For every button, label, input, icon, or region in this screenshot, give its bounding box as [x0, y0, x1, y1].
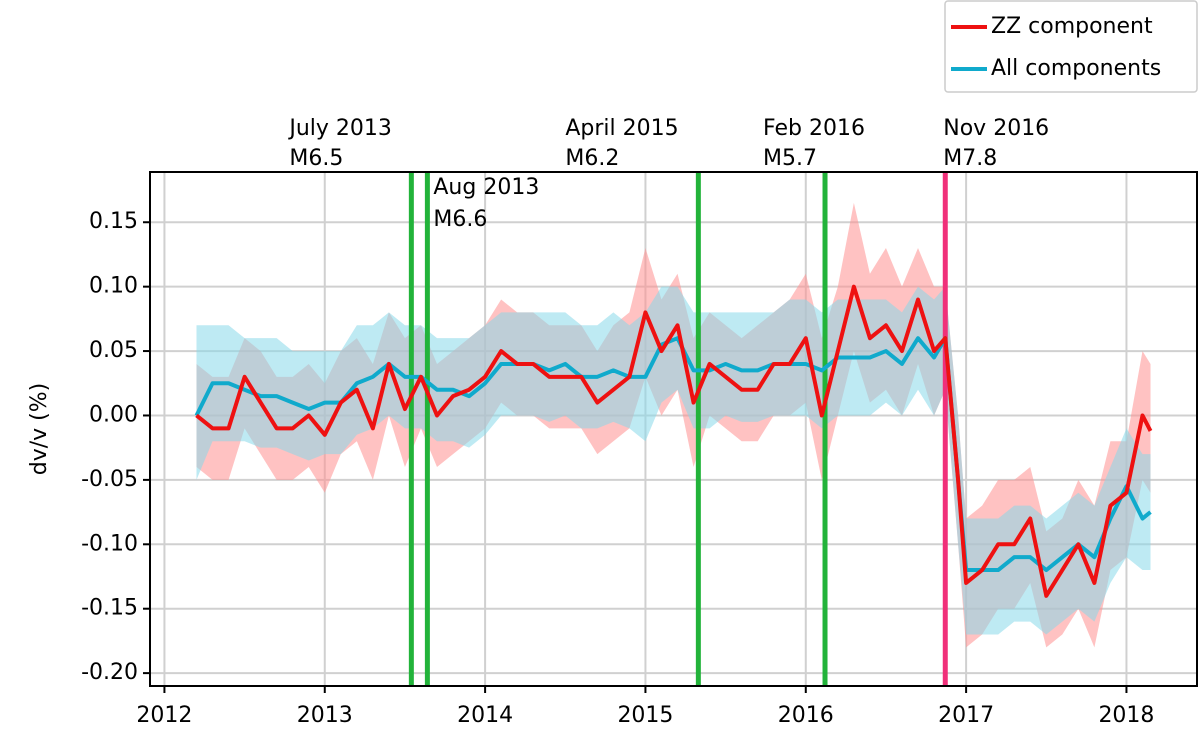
y-tick-label: -0.05: [81, 467, 138, 492]
event-label: Feb 2016: [763, 116, 865, 141]
x-tick-label: 2012: [136, 703, 192, 728]
event-label: Nov 2016: [943, 116, 1049, 141]
x-tick-label: 2015: [617, 703, 673, 728]
y-tick-label: -0.20: [81, 660, 138, 685]
legend-box: [944, 0, 1198, 93]
y-axis-label: dv/v (%): [27, 383, 52, 475]
y-tick-label: 0.00: [89, 402, 138, 427]
x-tick-label: 2017: [938, 703, 994, 728]
x-tick-label: 2014: [457, 703, 513, 728]
y-tick-label: 0.10: [89, 274, 138, 299]
event-label: July 2013: [287, 116, 392, 141]
y-tick-label: 0.15: [89, 209, 138, 234]
event-magnitude: M6.5: [289, 146, 343, 171]
plot-frame: [149, 171, 1198, 687]
event-magnitude: M6.6: [433, 207, 487, 232]
event-magnitude: M5.7: [763, 146, 817, 171]
series-line: [195, 284, 1153, 598]
event-label: April 2015: [565, 116, 678, 141]
x-tick-label: 2013: [297, 703, 353, 728]
x-tick-label: 2018: [1098, 703, 1154, 728]
event-magnitude: M7.8: [943, 146, 997, 171]
uncertainty-band: [196, 286, 1151, 635]
y-tick-label: 0.05: [89, 338, 138, 363]
event-magnitude: M6.2: [565, 146, 619, 171]
legend-label: ZZ component: [991, 14, 1153, 39]
legend-label: All components: [991, 56, 1161, 81]
x-tick-label: 2016: [778, 703, 834, 728]
y-tick-label: -0.15: [81, 596, 138, 621]
event-label: Aug 2013: [433, 175, 539, 200]
y-tick-label: -0.10: [81, 531, 138, 556]
